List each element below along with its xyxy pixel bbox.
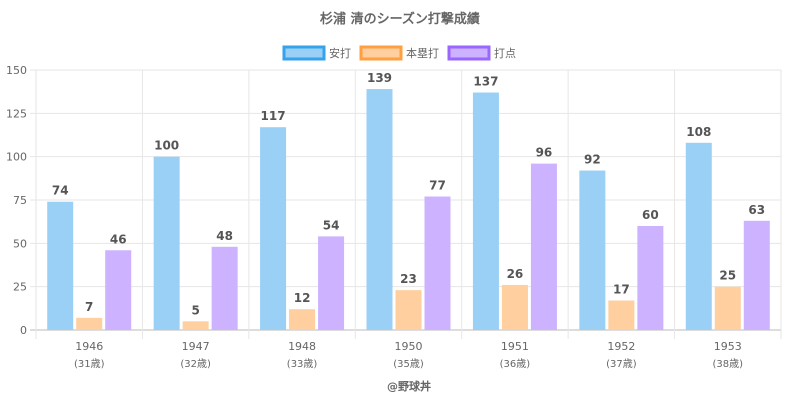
credit: @野球丼 [387, 379, 431, 393]
chart-title: 杉浦 清のシーズン打撃成績 [320, 11, 480, 27]
bar-安打-1953 [685, 142, 712, 330]
bar-本塁打-1952 [608, 300, 635, 330]
data-label: 74 [52, 184, 69, 198]
data-label: 139 [367, 71, 392, 85]
data-label: 54 [323, 218, 340, 232]
data-label: 7 [85, 300, 93, 314]
bar-本塁打-1948 [289, 309, 316, 330]
bar-本塁打-1947 [182, 321, 209, 330]
data-label: 77 [429, 179, 446, 193]
axes: 02550751001251501946(31歳)1947(32歳)1948(3… [6, 64, 743, 370]
bar-安打-1947 [153, 156, 180, 330]
y-tick-label: 75 [13, 194, 27, 207]
bar-安打-1946 [47, 201, 74, 330]
bar-本塁打-1953 [714, 286, 741, 330]
data-label: 17 [613, 283, 630, 297]
bar-打点-1950 [424, 196, 451, 330]
data-label: 46 [110, 232, 127, 246]
legend-item-打点[interactable]: 打点 [447, 45, 516, 61]
data-label: 100 [154, 139, 179, 153]
data-label: 117 [261, 109, 286, 123]
data-label: 137 [473, 75, 498, 89]
data-label: 60 [642, 208, 659, 222]
x-tick-label: 1953 [714, 340, 742, 353]
y-tick-label: 100 [6, 151, 27, 164]
y-tick-label: 125 [6, 107, 27, 120]
x-tick-sublabel: (35歳) [393, 358, 424, 370]
bars [47, 89, 770, 331]
legend-label: 本塁打 [406, 46, 439, 60]
y-tick-label: 0 [20, 324, 27, 337]
y-tick-label: 150 [6, 64, 27, 77]
bar-打点-1953 [743, 220, 770, 330]
data-label: 25 [719, 269, 736, 283]
x-tick-label: 1947 [182, 340, 210, 353]
bar-本塁打-1950 [395, 290, 422, 330]
bar-安打-1950 [366, 89, 393, 330]
legend: 安打 本塁打 打点 [282, 45, 516, 61]
x-tick-sublabel: (31歳) [74, 358, 105, 370]
bar-安打-1951 [472, 92, 499, 331]
bar-打点-1948 [318, 236, 345, 330]
x-tick-sublabel: (37歳) [606, 358, 637, 370]
legend-item-安打[interactable]: 安打 [282, 45, 351, 61]
x-tick-label: 1950 [395, 340, 423, 353]
legend-label: 打点 [494, 46, 516, 60]
bar-打点-1946 [105, 250, 132, 330]
data-label: 26 [507, 267, 524, 281]
legend-label: 安打 [329, 46, 351, 60]
data-label: 23 [400, 272, 417, 286]
x-tick-label: 1951 [501, 340, 529, 353]
x-tick-sublabel: (38歳) [713, 358, 744, 370]
data-label: 108 [686, 125, 711, 139]
bar-本塁打-1946 [76, 317, 103, 330]
data-label: 48 [216, 229, 233, 243]
bar-打点-1952 [637, 226, 664, 330]
data-label: 63 [748, 203, 765, 217]
data-labels: 74 7 46 100 5 48 117 12 54 139 23 77 137 26 96 92 17 60 10… [52, 71, 765, 317]
x-tick-sublabel: (33歳) [287, 358, 318, 370]
bar-打点-1951 [530, 163, 557, 330]
y-tick-label: 25 [13, 281, 27, 294]
bar-本塁打-1951 [501, 284, 528, 330]
x-tick-sublabel: (32歳) [180, 358, 211, 370]
data-label: 96 [536, 146, 553, 160]
data-label: 12 [294, 291, 311, 305]
y-tick-label: 50 [13, 237, 27, 250]
bar-打点-1947 [211, 246, 238, 330]
x-tick-sublabel: (36歳) [500, 358, 531, 370]
data-label: 92 [584, 153, 601, 167]
data-label: 5 [191, 303, 199, 317]
x-tick-label: 1946 [75, 340, 103, 353]
bar-安打-1952 [579, 170, 606, 330]
legend-item-本塁打[interactable]: 本塁打 [359, 45, 439, 61]
bar-安打-1948 [260, 127, 287, 330]
x-tick-label: 1948 [288, 340, 316, 353]
x-tick-label: 1952 [607, 340, 635, 353]
legend-swatch [359, 45, 403, 61]
legend-swatch [282, 45, 326, 61]
legend-swatch [447, 45, 491, 61]
